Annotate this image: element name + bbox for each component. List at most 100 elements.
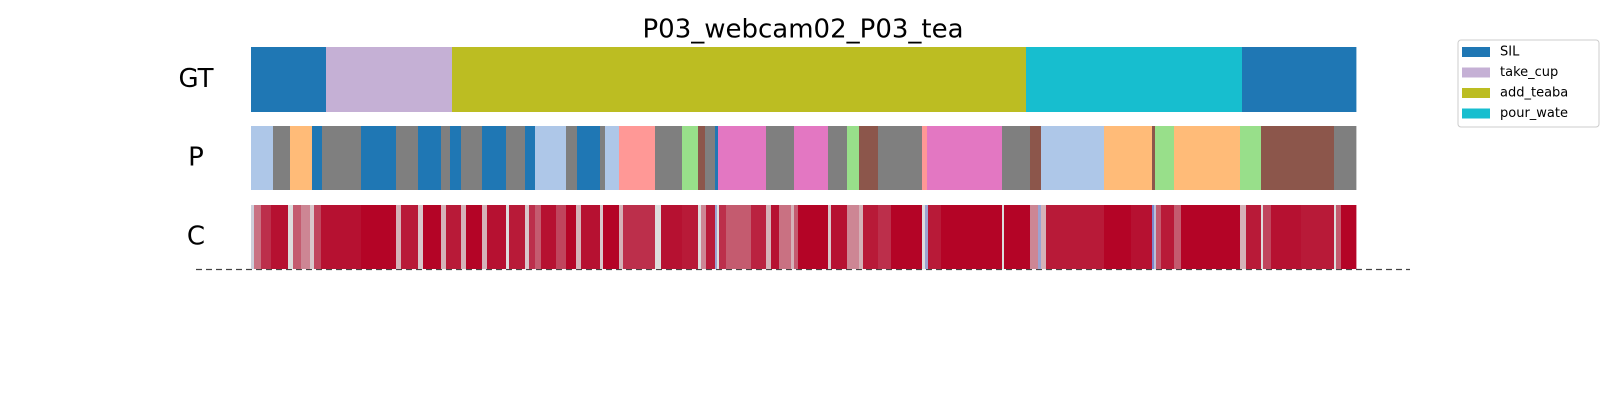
pred-segment <box>655 126 683 190</box>
pred-segment <box>1041 126 1105 190</box>
legend-label: pour_wate <box>1500 106 1568 121</box>
confidence-stripe <box>506 205 510 269</box>
confidence-stripe <box>466 205 483 269</box>
confidence-stripe <box>254 205 262 269</box>
pred-segment <box>525 126 536 190</box>
pred-segment <box>847 126 860 190</box>
confidence-stripe <box>715 205 718 269</box>
pred-segment <box>450 126 462 190</box>
gt-segment <box>326 47 453 112</box>
confidence-stripe <box>922 205 926 269</box>
confidence-stripe <box>847 205 860 269</box>
pred-segment <box>715 126 719 190</box>
confidence-stripe <box>719 205 727 269</box>
confidence-stripe <box>726 205 752 269</box>
pred-segment <box>251 126 274 190</box>
confidence-stripe <box>361 205 397 269</box>
confidence-stripe <box>1161 205 1175 269</box>
gt-segment <box>452 47 1027 112</box>
pred-segment <box>1030 126 1042 190</box>
pred-segment <box>1104 126 1153 190</box>
confidence-stripe <box>831 205 848 269</box>
pred-segment <box>794 126 829 190</box>
pred-segment <box>922 126 928 190</box>
confidence-stripe <box>1154 205 1157 269</box>
gt-segment <box>251 47 327 112</box>
confidence-stripe <box>655 205 662 269</box>
confidence-stripe <box>619 205 624 269</box>
confidence-stripe <box>446 205 462 269</box>
confidence-stripe <box>600 205 604 269</box>
pred-segment <box>290 126 313 190</box>
confidence-stripe <box>1334 205 1337 269</box>
confidence-stripe <box>251 205 255 269</box>
pred-segment <box>577 126 601 190</box>
confidence-stripe <box>581 205 601 269</box>
confidence-stripe <box>1174 205 1182 269</box>
confidence-stripe <box>928 205 942 269</box>
confidence-stripe <box>859 205 864 269</box>
pred-segment <box>418 126 442 190</box>
confidence-stripe <box>1152 205 1155 269</box>
confidence-stripe <box>798 205 829 269</box>
confidence-stripe <box>1046 205 1105 269</box>
confidence-stripe <box>525 205 530 269</box>
confidence-stripe <box>698 205 702 269</box>
confidence-stripe <box>828 205 832 269</box>
confidence-stripe <box>1336 205 1342 269</box>
confidence-stripe <box>461 205 467 269</box>
pred-segment <box>718 126 767 190</box>
confidence-stripe <box>603 205 620 269</box>
legend-swatch <box>1462 88 1490 98</box>
legend-swatch <box>1462 47 1490 57</box>
confidence-stripe <box>682 205 699 269</box>
pred-segment <box>396 126 419 190</box>
confidence-stripe <box>441 205 447 269</box>
confidence-stripe <box>541 205 557 269</box>
confidence-stripe <box>487 205 507 269</box>
legend-label: take_cup <box>1500 65 1558 80</box>
confidence-stripe <box>271 205 289 269</box>
pred-segment <box>859 126 879 190</box>
legend-label: SIL <box>1500 45 1520 60</box>
pred-segment <box>461 126 483 190</box>
row-label: GT <box>178 64 213 94</box>
confidence-stripe <box>791 205 795 269</box>
confidence-stripe <box>301 205 311 269</box>
confidence-stripe <box>288 205 294 269</box>
row-label: P <box>188 143 204 173</box>
confidence-stripe <box>1041 205 1047 269</box>
confidence-stripe <box>1131 205 1153 269</box>
pred-segment <box>619 126 656 190</box>
confidence-stripe <box>566 205 577 269</box>
confidence-stripe <box>1263 205 1272 269</box>
pred-segment <box>1155 126 1175 190</box>
legend-swatch <box>1462 108 1490 119</box>
confidence-stripe <box>706 205 716 269</box>
confidence-stripe <box>1002 205 1005 269</box>
pred-segment <box>441 126 451 190</box>
confidence-stripe <box>1246 205 1262 269</box>
confidence-stripe <box>1341 205 1357 269</box>
confidence-stripe <box>556 205 567 269</box>
pred-segment <box>312 126 323 190</box>
gt-segment <box>1242 47 1357 112</box>
confidence-stripe <box>701 205 707 269</box>
confidence-stripe <box>771 205 780 269</box>
confidence-stripe <box>1301 205 1335 269</box>
confidence-stripe <box>482 205 488 269</box>
confidence-stripe <box>423 205 442 269</box>
pred-segment <box>1240 126 1262 190</box>
pred-segment <box>1152 126 1156 190</box>
pred-segment <box>828 126 848 190</box>
confidence-stripe <box>717 205 720 269</box>
pred-segment <box>322 126 362 190</box>
confidence-stripe <box>1271 205 1302 269</box>
confidence-stripe <box>401 205 419 269</box>
legend-label: add_teaba <box>1500 86 1568 101</box>
confidence-stripe <box>891 205 923 269</box>
pred-segment <box>698 126 706 190</box>
pred-segment <box>1174 126 1241 190</box>
confidence-stripe <box>535 205 542 269</box>
pred-segment <box>1002 126 1031 190</box>
